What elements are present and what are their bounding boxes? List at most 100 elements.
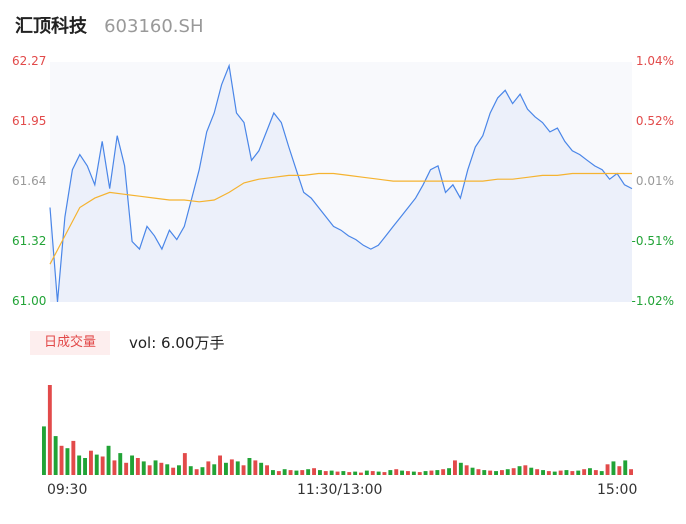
- volume-bar: [306, 469, 311, 475]
- volume-bar: [400, 470, 404, 475]
- volume-bar: [359, 472, 363, 475]
- volume-bar: [329, 470, 334, 475]
- volume-bar: [259, 462, 264, 475]
- volume-bar: [318, 470, 322, 475]
- volume-bar: [388, 470, 393, 475]
- volume-bar: [429, 470, 434, 475]
- volume-bar: [370, 471, 375, 475]
- volume-bar: [593, 470, 598, 475]
- volume-bar: [141, 461, 146, 475]
- volume-bar: [124, 462, 129, 475]
- volume-bar: [218, 455, 222, 475]
- x-tick: 09:30: [47, 482, 88, 498]
- volume-bar: [83, 458, 87, 475]
- volume-bar: [470, 467, 475, 475]
- volume-bar: [347, 472, 352, 475]
- volume-bar: [488, 470, 493, 475]
- volume-bar: [294, 470, 299, 475]
- volume-bar: [382, 472, 387, 475]
- y-right-tick: -1.02%: [631, 294, 674, 308]
- volume-readout: vol: 6.00万手: [129, 334, 225, 352]
- volume-bar: [312, 468, 316, 475]
- volume-bar: [552, 471, 557, 475]
- volume-bar: [500, 470, 504, 475]
- volume-bar: [406, 471, 410, 475]
- volume-bar: [200, 467, 205, 475]
- volume-bar: [588, 468, 592, 475]
- average-price-line: [49, 172, 632, 265]
- volume-bar: [476, 469, 481, 475]
- volume-bar: [194, 469, 199, 475]
- volume-bar: [188, 466, 193, 475]
- volume-bar: [153, 460, 158, 475]
- price-area-group: [49, 62, 633, 303]
- volume-bar: [241, 465, 246, 475]
- volume-bar: [235, 461, 240, 475]
- y-left-tick: 61.32: [12, 234, 47, 248]
- volume-bar: [376, 471, 381, 475]
- volume-bar: [229, 459, 234, 475]
- volume-bar: [447, 468, 451, 475]
- y-right-tick: -0.51%: [631, 234, 674, 248]
- volume-bar: [564, 470, 569, 475]
- volume-bar: [458, 462, 463, 475]
- volume-bar: [417, 472, 422, 475]
- volume-tab[interactable]: 日成交量: [30, 331, 110, 355]
- volume-bar: [423, 471, 428, 475]
- volume-bar: [253, 460, 258, 475]
- volume-bar: [335, 471, 340, 475]
- volume-bar: [482, 470, 487, 475]
- volume-bar: [411, 471, 416, 475]
- volume-bar: [599, 471, 604, 475]
- volume-bar: [464, 465, 469, 475]
- header: 汇顶科技 603160.SH: [15, 12, 204, 40]
- volume-bar: [529, 467, 534, 475]
- volume-bar: [265, 465, 269, 475]
- volume-bar: [165, 464, 170, 475]
- volume-bar: [453, 460, 457, 475]
- volume-bar: [353, 471, 358, 475]
- volume-bar: [576, 470, 581, 475]
- x-tick: 11:30/13:00: [297, 482, 383, 498]
- volume-bar: [523, 465, 528, 475]
- volume-bar: [65, 448, 70, 475]
- volume-bar: [47, 385, 52, 475]
- volume-bar: [212, 464, 217, 475]
- volume-bars-group: [42, 385, 633, 475]
- x-tick: 15:00: [597, 482, 638, 498]
- volume-bar: [53, 436, 58, 475]
- volume-bar: [394, 469, 399, 475]
- volume-bar: [112, 460, 117, 475]
- volume-bar: [323, 471, 328, 475]
- volume-bar: [71, 440, 76, 475]
- volume-bar: [247, 458, 252, 475]
- volume-bar: [100, 456, 105, 475]
- volume-bar: [341, 471, 346, 475]
- volume-bar: [288, 470, 293, 475]
- y-left-tick: 61.00: [12, 294, 47, 308]
- volume-bar: [224, 462, 228, 475]
- volume-bar: [558, 470, 563, 475]
- price-line: [49, 63, 633, 303]
- y-right-tick: 1.04%: [635, 54, 674, 68]
- volume-bar: [89, 450, 93, 475]
- volume-bar: [147, 465, 152, 475]
- volume-bar: [505, 469, 510, 475]
- volume-bar: [605, 464, 610, 475]
- stock-name: 汇顶科技: [15, 16, 87, 37]
- volume-bar: [582, 469, 587, 475]
- volume-bar: [535, 469, 540, 475]
- volume-bar: [541, 470, 545, 475]
- volume-bar: [629, 469, 633, 475]
- volume-bar: [159, 462, 164, 475]
- volume-bar: [171, 467, 176, 475]
- volume-bar: [546, 471, 551, 475]
- y-left-tick: 62.27: [12, 54, 47, 68]
- volume-bar: [494, 471, 498, 475]
- volume-bar: [441, 469, 446, 475]
- volume-bar: [130, 455, 134, 475]
- volume-bar: [611, 461, 616, 475]
- volume-bar: [511, 468, 516, 475]
- volume-bar: [94, 454, 99, 475]
